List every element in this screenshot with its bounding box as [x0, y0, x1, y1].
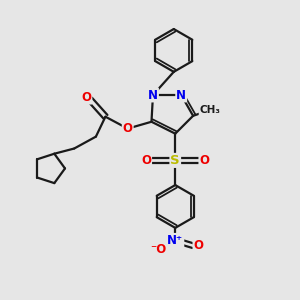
Text: CH₃: CH₃ — [200, 106, 220, 116]
Text: O: O — [194, 239, 203, 252]
Text: O: O — [200, 154, 209, 167]
Text: N: N — [148, 88, 158, 101]
Text: S: S — [170, 154, 180, 167]
Text: N: N — [176, 88, 186, 101]
Text: N⁺: N⁺ — [167, 234, 183, 247]
Text: ⁻O: ⁻O — [150, 243, 166, 256]
Text: O: O — [123, 122, 133, 135]
Text: O: O — [81, 91, 92, 103]
Text: O: O — [141, 154, 151, 167]
